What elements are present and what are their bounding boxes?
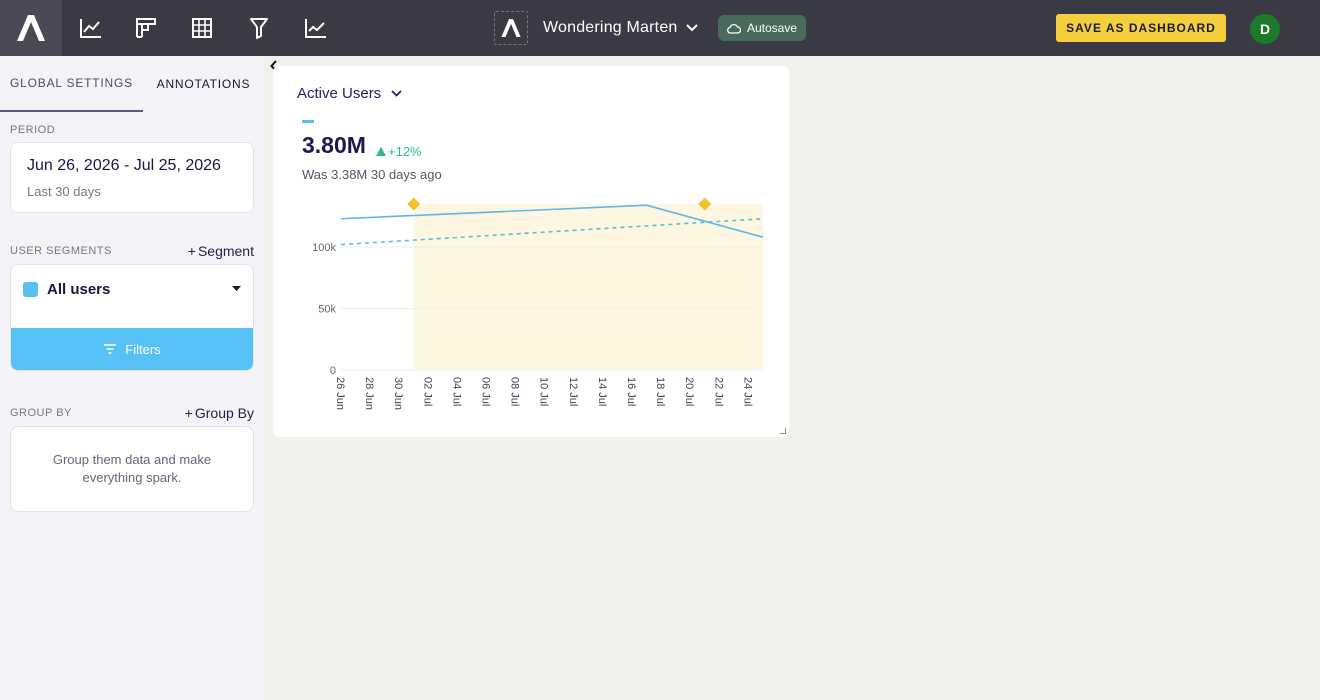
x-tick-label: 16 Jul: [625, 377, 637, 406]
current-series-line: [340, 204, 764, 238]
plus-icon: +: [187, 243, 196, 259]
x-tick-label: 18 Jul: [654, 377, 666, 406]
logo-icon: [17, 15, 45, 41]
user-segments-label: USER SEGMENTS: [10, 245, 112, 257]
delta-value: +12%: [388, 144, 422, 159]
y-tick-label: 0: [330, 365, 336, 377]
resize-handle[interactable]: [780, 428, 786, 434]
period-range: Jun 26, 2026 - Jul 25, 2026: [27, 157, 221, 174]
filter-lines-icon: [104, 344, 117, 354]
plus-icon: +: [184, 405, 193, 421]
comparison-text: Was 3.38M 30 days ago: [302, 167, 442, 182]
x-tick-label: 12 Jul: [567, 377, 579, 406]
x-tick-label: 20 Jul: [683, 377, 695, 406]
x-tick-label: 22 Jul: [712, 377, 724, 406]
x-tick-label: 06 Jul: [480, 377, 492, 406]
period-picker[interactable]: Jun 26, 2026 - Jul 25, 2026 Last 30 days: [10, 142, 254, 213]
group-by-empty: Group them data and make everything spar…: [10, 426, 254, 512]
x-tick-label: 14 Jul: [596, 377, 608, 406]
filter-funnel-icon[interactable]: [245, 14, 273, 42]
filters-label: Filters: [125, 341, 161, 357]
add-segment-label: Segment: [197, 243, 254, 259]
comparison-series-line: [340, 217, 764, 246]
chart-card: 0 50k 100k 26 Jun 28 Jun 30 Jun 02 Jul 04 Jul 06…: [273, 66, 789, 437]
period-sub: Last 30 days: [27, 184, 101, 199]
group-by-label: GROUP BY: [10, 407, 72, 419]
x-tick-label: 10 Jul: [538, 377, 550, 406]
x-tick-label: 02 Jul: [421, 377, 433, 406]
chevron-down-icon: [391, 90, 402, 97]
x-tick-label: 24 Jul: [741, 377, 753, 406]
tab-global-settings[interactable]: GLOBAL SETTINGS: [0, 56, 143, 112]
metric-delta: +12%: [376, 144, 422, 159]
app-logo[interactable]: [0, 0, 62, 56]
x-tick-label: 04 Jul: [450, 377, 462, 406]
metric-selector[interactable]: Active Users: [297, 85, 402, 102]
autosave-badge[interactable]: Autosave: [718, 15, 807, 41]
segment-selector[interactable]: All users: [11, 265, 253, 313]
add-group-by-label: Group By: [194, 405, 254, 421]
cloud-icon: [727, 23, 741, 34]
project-name: Wondering Marten: [543, 19, 678, 36]
x-tick-label: 26 Jun: [334, 377, 346, 410]
sidebar: GLOBAL SETTINGS ANNOTATIONS PERIOD Jun 2…: [0, 56, 264, 700]
avatar[interactable]: D: [1250, 14, 1280, 44]
segment-card: All users Filters: [10, 264, 254, 371]
y-tick-label: 100k: [312, 242, 336, 254]
caret-down-icon: [231, 284, 241, 294]
metric-value: 3.80M: [302, 132, 366, 158]
add-group-by-button[interactable]: + Group By: [185, 405, 254, 421]
segment-name: All users: [47, 280, 111, 298]
annotation-marker: [407, 197, 421, 211]
project-selector[interactable]: Wondering Marten: [494, 10, 700, 46]
chevron-down-icon: [685, 21, 700, 35]
annotation-highlight: [413, 204, 763, 370]
line-chart: 0 50k 100k 26 Jun 28 Jun 30 Jun 02 Jul 04 Jul 06…: [312, 197, 764, 410]
y-tick-label: 50k: [318, 304, 336, 316]
x-tick-label: 28 Jun: [363, 377, 375, 410]
chart-title: Active Users: [297, 85, 382, 102]
table-icon[interactable]: [188, 14, 216, 42]
retention-icon[interactable]: [302, 14, 330, 42]
add-segment-button[interactable]: + Segment: [188, 243, 254, 259]
trend-icon[interactable]: [77, 14, 105, 42]
period-label: PERIOD: [10, 124, 56, 136]
tab-annotations[interactable]: ANNOTATIONS: [156, 77, 251, 91]
save-as-dashboard-button[interactable]: SAVE AS DASHBOARD: [1056, 14, 1226, 42]
project-logo-icon: [494, 11, 528, 45]
segment-color-swatch: [23, 281, 38, 297]
top-bar: Wondering Marten Autosave SAVE AS DASHBO…: [0, 0, 1320, 56]
annotation-marker: [698, 197, 712, 211]
series-legend-swatch: [302, 120, 314, 123]
funnel-grid-icon[interactable]: [132, 14, 160, 42]
filters-button[interactable]: Filters: [11, 328, 253, 370]
triangle-up-icon: [376, 147, 386, 156]
x-tick-label: 30 Jun: [392, 377, 404, 410]
x-tick-label: 08 Jul: [509, 377, 521, 406]
autosave-label: Autosave: [747, 21, 798, 35]
